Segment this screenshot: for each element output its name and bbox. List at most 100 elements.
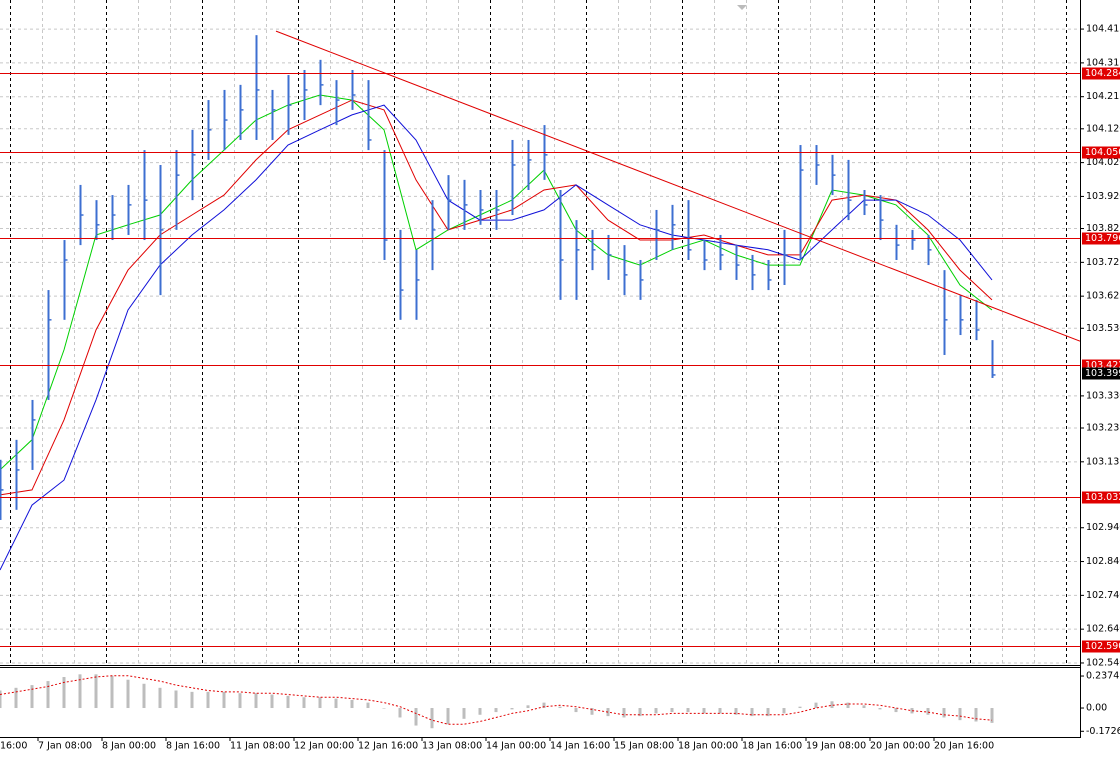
shift-marker xyxy=(737,5,747,10)
x-tick-label: 14 Jan 16:00 xyxy=(550,741,610,752)
histogram-bar xyxy=(750,708,754,717)
y-tick-label: 103.725 xyxy=(1086,257,1120,268)
oscillator-plot xyxy=(0,674,994,729)
histogram-bar xyxy=(574,708,578,713)
y-tick-label: 102.840 xyxy=(1086,556,1120,567)
x-tick-label: 14 Jan 00:00 xyxy=(486,741,546,752)
histogram-bar xyxy=(670,708,674,713)
price-plot xyxy=(0,30,1080,647)
level-label: 103.422 xyxy=(1085,360,1120,371)
histogram-bar xyxy=(110,675,114,709)
x-tick-label: 18 Jan 16:00 xyxy=(742,741,802,752)
y-tick-label: 0.00 xyxy=(1086,703,1107,714)
level-label: 103.032 xyxy=(1085,492,1120,503)
histogram-bar xyxy=(494,708,498,713)
histogram-bar xyxy=(14,687,18,709)
level-label: 104.050 xyxy=(1085,147,1120,158)
histogram-bar xyxy=(894,708,898,713)
level-label: 102.590 xyxy=(1085,641,1120,652)
x-tick-label: 18 Jan 00:00 xyxy=(678,741,738,752)
current-price-label: 103.399 xyxy=(1085,368,1120,379)
y-tick-label: 104.315 xyxy=(1086,57,1120,68)
histogram-bar xyxy=(558,706,562,709)
y-tick-label: 103.235 xyxy=(1086,423,1120,434)
histogram-bar xyxy=(286,695,290,709)
histogram-bar xyxy=(734,708,738,715)
histogram-bar xyxy=(958,708,962,721)
histogram-bar xyxy=(382,708,386,709)
histogram-bar xyxy=(366,702,370,709)
x-tick-label: 19 Jan 08:00 xyxy=(806,741,866,752)
y-tick-label: 103.135 xyxy=(1086,456,1120,467)
x-tick-label: 12 Jan 16:00 xyxy=(358,741,418,752)
histogram-bar xyxy=(638,708,642,717)
x-tick-label: 13 Jan 08:00 xyxy=(422,741,482,752)
histogram-bar xyxy=(30,685,34,709)
histogram-bar xyxy=(462,708,466,719)
histogram-bar xyxy=(798,706,802,709)
x-tick-label: 12 Jan 00:00 xyxy=(294,741,354,752)
histogram-bar xyxy=(478,708,482,715)
x-tick-label: 11 Jan 08:00 xyxy=(230,741,290,752)
histogram-bar xyxy=(126,679,130,709)
y-tick-label: -0.1726 xyxy=(1086,726,1120,737)
histogram-bar xyxy=(766,708,770,717)
y-tick-label: 102.740 xyxy=(1086,590,1120,601)
current-price-box xyxy=(1082,367,1120,380)
y-tick-label: 102.540 xyxy=(1086,657,1120,668)
histogram-bar xyxy=(174,690,178,709)
grid xyxy=(0,0,1080,665)
x-tick-label: 20 Jan 16:00 xyxy=(934,741,994,752)
histogram-bar xyxy=(78,674,82,709)
histogram-bar xyxy=(270,694,274,709)
histogram-bar xyxy=(830,701,834,709)
y-tick-label: 104.215 xyxy=(1086,91,1120,102)
histogram-bar xyxy=(430,708,434,729)
y-tick-label: 103.825 xyxy=(1086,223,1120,234)
histogram-bar xyxy=(350,699,354,709)
histogram-bar xyxy=(142,683,146,709)
y-tick-label: 102.940 xyxy=(1086,522,1120,533)
histogram-bar xyxy=(302,697,306,709)
level-label-box xyxy=(1082,640,1120,653)
x-tick-label: 8 Jan 16:00 xyxy=(166,741,220,752)
histogram-bar xyxy=(94,674,98,709)
histogram-bar xyxy=(654,708,658,714)
histogram-bar xyxy=(718,708,722,714)
level-label-box xyxy=(1082,67,1120,80)
y-tick-label: 0.2374 xyxy=(1086,671,1119,682)
histogram-bar xyxy=(590,708,594,715)
histogram-bar xyxy=(526,705,530,709)
histogram-bar xyxy=(990,708,994,723)
histogram-bar xyxy=(974,708,978,722)
y-tick-label: 102.640 xyxy=(1086,624,1120,635)
x-tick-label: 20 Jan 00:00 xyxy=(870,741,930,752)
x-tick-label: 15 Jan 08:00 xyxy=(614,741,674,752)
histogram-bar xyxy=(190,691,194,709)
x-tick-label: 16:00 xyxy=(0,741,27,752)
histogram-bar xyxy=(254,693,258,709)
histogram-bar xyxy=(814,702,818,709)
histogram-bar xyxy=(238,693,242,709)
histogram-bar xyxy=(862,705,866,709)
level-label: 104.284 xyxy=(1085,68,1120,79)
histogram-bar xyxy=(46,681,50,709)
histogram-bar xyxy=(622,708,626,718)
y-tick-label: 103.530 xyxy=(1086,323,1120,334)
histogram-bar xyxy=(222,691,226,709)
histogram-bar xyxy=(926,708,930,715)
level-label-box xyxy=(1082,146,1120,159)
histogram-bar xyxy=(158,687,162,709)
histogram-bar xyxy=(446,708,450,725)
y-tick-label: 103.920 xyxy=(1086,191,1120,202)
histogram-bar xyxy=(542,702,546,709)
histogram-bar xyxy=(318,697,322,709)
histogram-bar xyxy=(686,708,690,713)
y-tick-label: 103.625 xyxy=(1086,291,1120,302)
histogram-bar xyxy=(910,708,914,714)
y-tick-label: 103.330 xyxy=(1086,390,1120,401)
histogram-bar xyxy=(702,708,706,714)
